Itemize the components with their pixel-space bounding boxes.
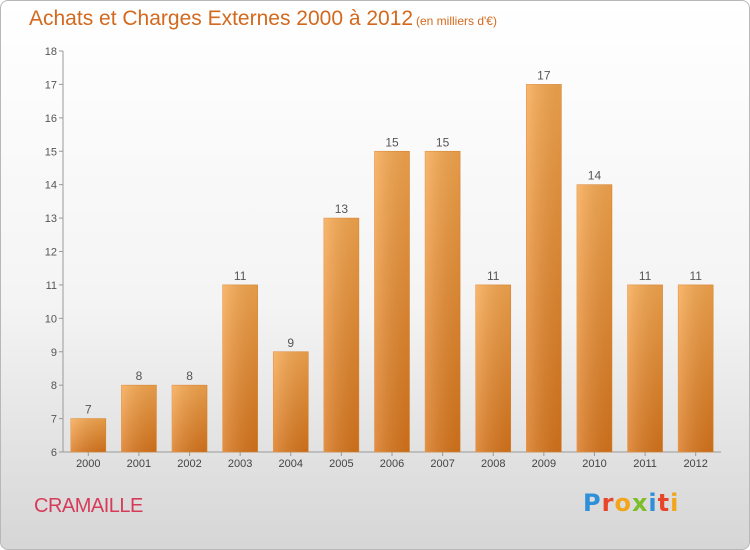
data-label: 7: [85, 403, 92, 417]
data-label: 11: [234, 269, 247, 283]
y-tick-label: 18: [45, 46, 57, 58]
data-label: 14: [588, 169, 602, 183]
data-label: 11: [487, 269, 500, 283]
y-tick-label: 8: [51, 380, 57, 392]
chart-subtitle: (en milliers d'€): [416, 14, 497, 28]
y-tick-label: 6: [51, 447, 57, 459]
y-tick-label: 11: [46, 280, 57, 292]
bar-shade: [323, 218, 359, 452]
data-label: 11: [639, 269, 652, 283]
x-tick-label: 2005: [329, 458, 353, 470]
bar-shade: [475, 284, 511, 452]
x-tick-label: 2012: [683, 458, 707, 470]
x-tick-label: 2003: [228, 458, 252, 470]
y-tick-label: 9: [51, 347, 57, 359]
x-tick-label: 2008: [481, 458, 505, 470]
data-label: 9: [287, 336, 294, 350]
logo-letter: t: [657, 489, 671, 517]
y-tick-label: 14: [45, 180, 57, 192]
x-tick-label: 2007: [430, 458, 454, 470]
x-tick-label: 2010: [582, 458, 606, 470]
x-tick-label: 2011: [633, 458, 657, 470]
y-tick-label: 7: [51, 414, 57, 426]
chart-title: Achats et Charges Externes 2000 à 2012: [29, 7, 414, 30]
logo-letter: x: [631, 489, 649, 517]
x-tick-label: 2004: [279, 458, 303, 470]
y-tick-label: 15: [45, 146, 57, 158]
data-label: 15: [385, 135, 399, 149]
bar-shade: [627, 284, 663, 452]
bar-shade: [222, 284, 258, 452]
y-tick-label: 16: [45, 113, 57, 125]
bar-shade: [576, 184, 612, 452]
x-tick-label: 2000: [76, 458, 100, 470]
proxiti-logo: Proxiti: [583, 489, 679, 517]
logo-letter: o: [614, 489, 632, 517]
y-tick-label: 17: [45, 79, 57, 91]
bar-shade: [678, 284, 714, 452]
logo-letter: i: [648, 489, 658, 517]
bar-shade: [374, 151, 410, 452]
commune-name: CRAMAILLE: [34, 495, 143, 517]
bar-shade: [526, 84, 562, 453]
x-tick-label: 2009: [532, 458, 556, 470]
y-tick-label: 10: [45, 313, 57, 325]
logo-letter: i: [670, 489, 680, 517]
logo-letter: P: [583, 489, 602, 517]
bar-shade: [121, 385, 157, 452]
bar-shade: [70, 418, 106, 452]
y-tick-label: 13: [45, 213, 57, 225]
logo-letter: r: [601, 489, 615, 517]
bar-shade: [172, 385, 208, 452]
y-tick-label: 12: [45, 247, 57, 259]
data-label: 8: [186, 369, 193, 383]
x-tick-label: 2006: [380, 458, 404, 470]
x-tick-label: 2002: [177, 458, 201, 470]
data-label: 11: [689, 269, 702, 283]
bar-shade: [273, 351, 309, 452]
data-label: 15: [436, 135, 450, 149]
data-label: 8: [136, 369, 143, 383]
data-label: 13: [335, 202, 349, 216]
bar-shade: [425, 151, 461, 452]
x-tick-label: 2001: [127, 458, 151, 470]
data-label: 17: [537, 68, 551, 82]
